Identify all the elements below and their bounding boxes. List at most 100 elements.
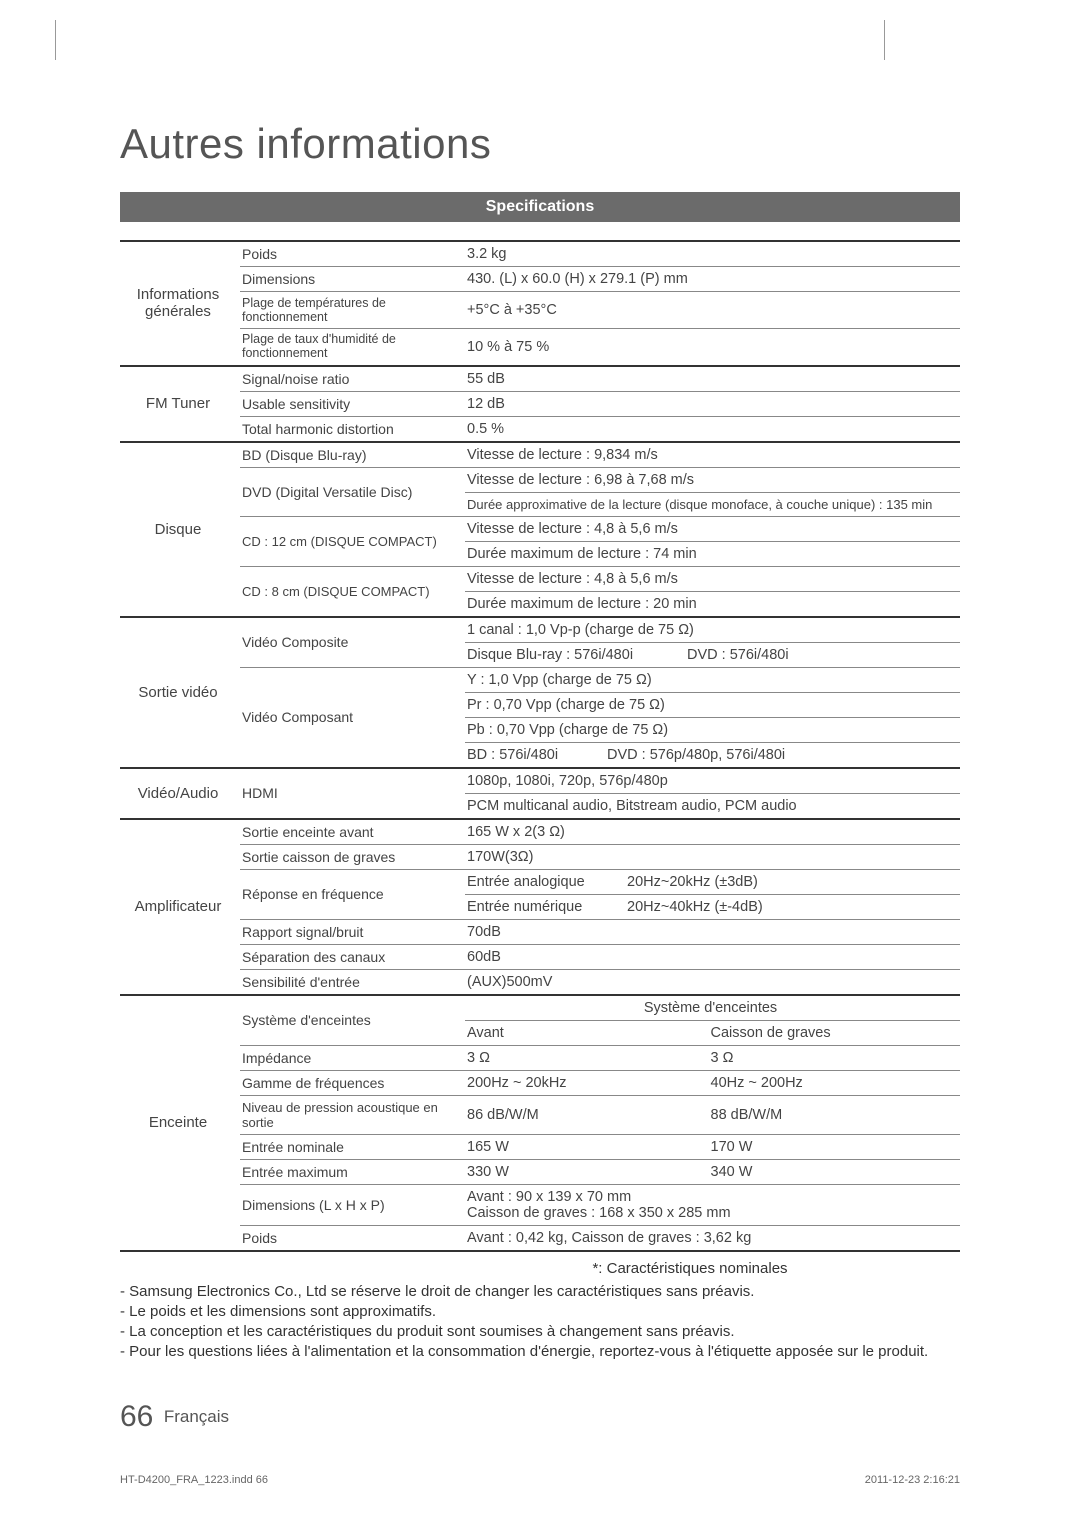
spec-label: Impédance [240,1045,465,1070]
notes: *: Caractéristiques nominales - Samsung … [120,1260,960,1360]
val-front: 200Hz ~ 20kHz [467,1075,711,1091]
category-general: Informations générales [120,241,240,366]
print-footer: HT-D4200_FRA_1223.indd 66 2011-12-23 2:1… [120,1474,960,1486]
spec-label: Total harmonic distortion [240,416,465,442]
spec-value-a: BD : 576i/480i [467,747,607,763]
spec-label: Réponse en fréquence [240,869,465,919]
spec-value: 200Hz ~ 20kHz 40Hz ~ 200Hz [465,1070,960,1095]
spec-label: Plage de taux d'humidité de fonctionneme… [240,329,465,366]
val-front: 86 dB/W/M [467,1107,711,1123]
spec-label: BD (Disque Blu-ray) [240,442,465,468]
note-line: - Pour les questions liées à l'alimentat… [120,1343,960,1360]
spec-value: Vitesse de lecture : 4,8 à 5,6 m/s [465,516,960,541]
spec-label: Gamme de fréquences [240,1070,465,1095]
spec-value: 3.2 kg [465,241,960,267]
spec-label: Plage de températures de fonctionnement [240,292,465,329]
spec-value: Durée maximum de lecture : 74 min [465,541,960,566]
spec-value: 86 dB/W/M 88 dB/W/M [465,1095,960,1134]
spec-value: Avant Caisson de graves [465,1020,960,1045]
val-front: 330 W [467,1164,711,1180]
spec-value-a: Disque Blu-ray : 576i/480i [467,647,687,663]
print-timestamp: 2011-12-23 2:16:21 [865,1474,960,1486]
spec-value: Durée approximative de la lecture (disqu… [465,492,960,516]
cropmark [55,20,56,60]
spec-value: Disque Blu-ray : 576i/480i DVD : 576i/48… [465,642,960,667]
spec-value: 60dB [465,944,960,969]
spec-label: Poids [240,241,465,267]
note-line: - La conception et les caractéristiques … [120,1323,960,1340]
spec-value-b: 20Hz~40kHz (±-4dB) [627,899,763,915]
col-front: Avant [467,1025,711,1041]
spec-value: 0.5 % [465,416,960,442]
spec-value: 3 Ω 3 Ω [465,1045,960,1070]
category-va: Vidéo/Audio [120,768,240,819]
spec-label: Entrée maximum [240,1159,465,1184]
spec-label: Sortie enceinte avant [240,819,465,845]
spec-value: BD : 576i/480i DVD : 576p/480p, 576i/480… [465,742,960,768]
spec-value: 55 dB [465,366,960,392]
page-title: Autres informations [120,120,960,168]
spec-label: CD : 8 cm (DISQUE COMPACT) [240,566,465,617]
spec-value: Vitesse de lecture : 4,8 à 5,6 m/s [465,566,960,591]
spec-value: 330 W 340 W [465,1159,960,1184]
spec-table: Informations générales Poids 3.2 kg Dime… [120,240,960,1252]
spec-value: Pr : 0,70 Vpp (charge de 75 Ω) [465,692,960,717]
category-video-out: Sortie vidéo [120,617,240,768]
spec-label: Entrée nominale [240,1134,465,1159]
spec-label: Niveau de pression acoustique en sortie [240,1095,465,1134]
spec-value: Entrée analogique 20Hz~20kHz (±3dB) [465,869,960,894]
spec-value-a: Entrée numérique [467,899,627,915]
val-sub: 88 dB/W/M [711,1107,955,1123]
dim-sub: Caisson de graves : 168 x 350 x 285 mm [467,1205,954,1221]
spec-label: Usable sensitivity [240,391,465,416]
spec-value: Y : 1,0 Vpp (charge de 75 Ω) [465,667,960,692]
spec-value: 10 % à 75 % [465,329,960,366]
page-lang: Français [164,1407,229,1426]
spec-label: DVD (Digital Versatile Disc) [240,467,465,516]
spec-value: (AUX)500mV [465,969,960,995]
val-front: 165 W [467,1139,711,1155]
spec-label: Vidéo Composite [240,617,465,668]
spec-value: Avant : 90 x 139 x 70 mm Caisson de grav… [465,1184,960,1225]
spec-value: 12 dB [465,391,960,416]
print-file: HT-D4200_FRA_1223.indd 66 [120,1474,268,1486]
spec-value: Durée maximum de lecture : 20 min [465,591,960,617]
spec-value: 1 canal : 1,0 Vp-p (charge de 75 Ω) [465,617,960,643]
spec-value: 165 W x 2(3 Ω) [465,819,960,845]
spec-value: 165 W 170 W [465,1134,960,1159]
spec-value: +5°C à +35°C [465,292,960,329]
spec-label: Sortie caisson de graves [240,844,465,869]
spec-label: Séparation des canaux [240,944,465,969]
spec-value: PCM multicanal audio, Bitstream audio, P… [465,793,960,819]
spec-value: Avant : 0,42 kg, Caisson de graves : 3,6… [465,1225,960,1251]
category-amp: Amplificateur [120,819,240,995]
col-sub: Caisson de graves [711,1025,955,1041]
note-line: - Le poids et les dimensions sont approx… [120,1303,960,1320]
spec-label: Dimensions [240,267,465,292]
spec-value: Vitesse de lecture : 6,98 à 7,68 m/s [465,467,960,492]
val-sub: 40Hz ~ 200Hz [711,1075,955,1091]
note-line: - Samsung Electronics Co., Ltd se réserv… [120,1283,960,1300]
spec-label: Rapport signal/bruit [240,919,465,944]
page-number: 66 [120,1400,153,1434]
val-sub: 340 W [711,1164,955,1180]
spec-value: 170W(3Ω) [465,844,960,869]
spec-label: Dimensions (L x H x P) [240,1184,465,1225]
spec-value-b: 20Hz~20kHz (±3dB) [627,874,758,890]
note-nominal: *: Caractéristiques nominales [420,1260,960,1277]
val-sub: 3 Ω [711,1050,955,1066]
category-fm: FM Tuner [120,366,240,442]
val-front: 3 Ω [467,1050,711,1066]
section-header: Specifications [120,192,960,222]
spec-label: Signal/noise ratio [240,366,465,392]
spec-value: 430. (L) x 60.0 (H) x 279.1 (P) mm [465,267,960,292]
cropmark [884,20,885,60]
spec-label: Vidéo Composant [240,667,465,768]
spec-value: Entrée numérique 20Hz~40kHz (±-4dB) [465,894,960,919]
category-speaker: Enceinte [120,995,240,1251]
category-disc: Disque [120,442,240,617]
page-footer: 66 Français [120,1400,960,1434]
spec-label: Poids [240,1225,465,1251]
spec-label: CD : 12 cm (DISQUE COMPACT) [240,516,465,566]
spec-label: Système d'enceintes [240,995,465,1046]
